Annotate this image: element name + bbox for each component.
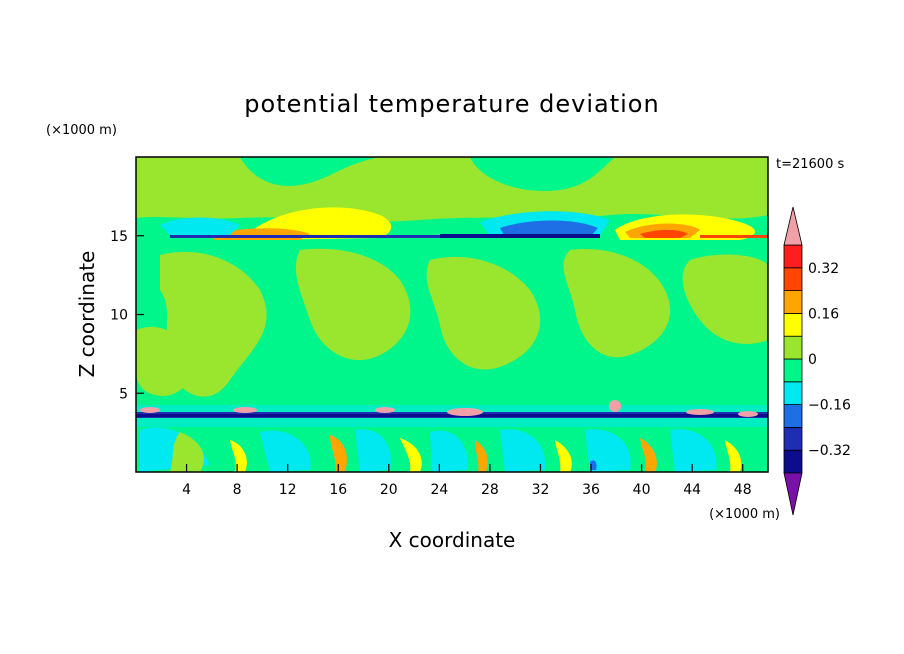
y-axis-ticks: 5 10 15 — [110, 229, 144, 402]
y-axis-label: Z coordinate — [75, 251, 99, 378]
x-tick-label: 4 — [182, 482, 191, 498]
colorbar-swatch — [783, 426, 803, 451]
colorbar-tick-label: 0 — [808, 352, 817, 368]
field-patch — [136, 157, 768, 222]
y-unit-label: (×1000 m) — [46, 123, 117, 138]
colorbar-swatch — [783, 267, 803, 291]
x-unit-label: (×1000 m) — [709, 507, 780, 522]
layer15-blue — [500, 220, 598, 237]
field-patch — [682, 254, 768, 344]
layer15-red — [640, 229, 688, 238]
x-tick-label: 36 — [582, 482, 600, 498]
x-tick-label: 24 — [430, 482, 448, 498]
heatmap-field — [136, 157, 768, 472]
bl-pink-patches — [140, 400, 758, 417]
x-tick-label: 32 — [532, 482, 550, 498]
chart-title: potential temperature deviation — [244, 90, 659, 118]
layer15-line — [170, 235, 600, 238]
x-tick-label: 8 — [233, 482, 242, 498]
colorbar-swatch — [783, 358, 803, 383]
field-patch — [295, 248, 411, 361]
y-tick-label: 10 — [110, 308, 128, 324]
field-patch — [426, 256, 541, 370]
colorbar-swatch — [783, 381, 803, 405]
layer15-line — [440, 234, 600, 238]
field-patch — [136, 326, 191, 396]
x-tick-label: 40 — [633, 482, 651, 498]
bl-dark-line — [136, 414, 768, 417]
x-axis-ticks: 4 8 12 16 20 24 28 32 36 40 44 48 — [182, 464, 752, 498]
colorbar-swatch — [783, 449, 803, 474]
x-tick-label: 44 — [683, 482, 701, 498]
x-axis-label: X coordinate — [389, 528, 516, 552]
y-tick-label: 15 — [110, 229, 128, 245]
time-label: t=21600 s — [776, 157, 844, 172]
colorbar-swatch — [783, 404, 803, 428]
colorbar-swatch — [783, 290, 803, 314]
colorbar-over-arrow — [783, 206, 803, 246]
x-tick-label: 20 — [380, 482, 398, 498]
y-tick-label: 5 — [119, 386, 128, 402]
field-patch — [563, 249, 671, 358]
colorbar-tick-label: −0.32 — [808, 443, 851, 459]
x-tick-label: 28 — [481, 482, 499, 498]
x-tick-label: 12 — [279, 482, 297, 498]
colorbar-under-arrow — [783, 472, 803, 516]
x-tick-label: 48 — [734, 482, 752, 498]
bl-turbulence — [140, 427, 742, 472]
x-tick-label: 16 — [329, 482, 347, 498]
colorbar-swatch — [783, 335, 803, 360]
colorbar-swatch — [783, 244, 803, 269]
colorbar-tick-label: 0.16 — [808, 306, 839, 322]
layer15-cyan — [160, 217, 240, 235]
colorbar: −0.32 −0.16 0 0.16 0.32 — [783, 206, 851, 516]
colorbar-tick-label: −0.16 — [808, 398, 851, 414]
colorbar-tick-label: 0.32 — [808, 261, 839, 277]
colorbar-swatch — [783, 312, 803, 337]
layer15-line — [700, 235, 768, 238]
